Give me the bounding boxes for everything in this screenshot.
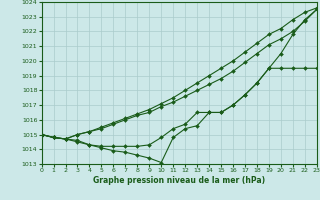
X-axis label: Graphe pression niveau de la mer (hPa): Graphe pression niveau de la mer (hPa) — [93, 176, 265, 185]
